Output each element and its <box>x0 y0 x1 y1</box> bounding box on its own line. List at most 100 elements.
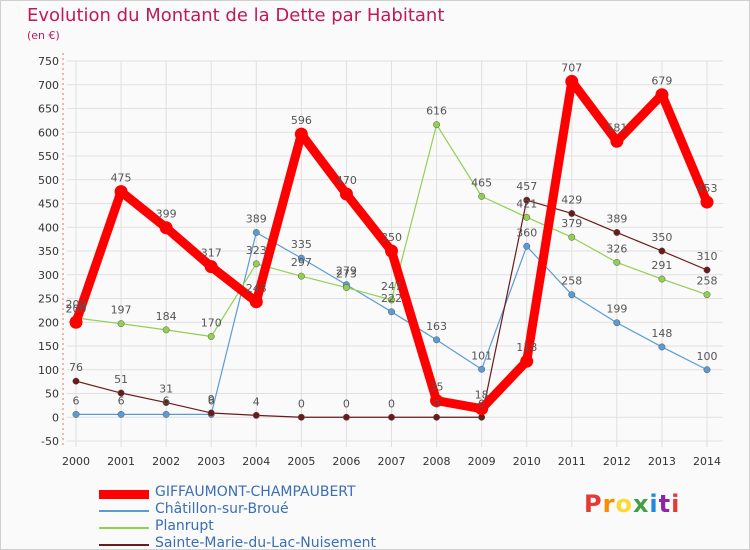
data-label: 6 <box>208 394 215 407</box>
y-tick-label: 600 <box>38 126 59 139</box>
x-tick-label: 2009 <box>468 455 496 468</box>
series-0-point <box>565 74 579 88</box>
series-2-point <box>703 291 711 299</box>
data-label: 170 <box>201 317 222 330</box>
series-1-point <box>72 410 80 418</box>
series-2-point <box>613 258 621 266</box>
data-label: 31 <box>159 383 173 396</box>
y-tick-label: 750 <box>38 55 59 68</box>
logo-letter: x <box>632 490 650 518</box>
x-tick-label: 2005 <box>287 455 315 468</box>
series-0-point <box>204 260 218 274</box>
x-tick-label: 2013 <box>648 455 676 468</box>
series-1-point <box>478 365 486 373</box>
series-1-point <box>117 410 125 418</box>
data-label: 389 <box>606 212 627 225</box>
data-label: 360 <box>516 226 537 239</box>
data-label: 616 <box>426 105 447 118</box>
y-tick-label: 150 <box>38 340 59 353</box>
legend-label: GIFFAUMONT-CHAMPAUBERT <box>155 484 356 500</box>
data-label: 310 <box>697 250 718 263</box>
data-label: 0 <box>433 397 440 410</box>
series-0-point <box>655 88 669 102</box>
data-label: 258 <box>697 275 718 288</box>
data-label: 0 <box>478 397 485 410</box>
series-3-point <box>252 411 260 419</box>
series-0-point <box>294 127 308 141</box>
y-tick-label: 500 <box>38 174 59 187</box>
data-label: 6 <box>73 394 80 407</box>
data-label: 258 <box>561 275 582 288</box>
series-0-point <box>159 221 173 235</box>
data-label: 350 <box>381 231 402 244</box>
series-0-point <box>339 187 353 201</box>
data-label: 279 <box>336 265 357 278</box>
data-label: 453 <box>697 182 718 195</box>
data-label: 326 <box>606 242 627 255</box>
logo-letter: o <box>615 490 633 518</box>
data-label: 399 <box>156 208 177 221</box>
series-3-point <box>568 210 576 217</box>
y-tick-label: 0 <box>52 411 59 424</box>
x-tick-label: 2002 <box>152 455 180 468</box>
data-label: 291 <box>651 259 672 272</box>
data-label: 247 <box>381 280 402 293</box>
y-tick-label: 400 <box>38 221 59 234</box>
data-label: 51 <box>114 373 128 386</box>
legend-label: Planrupt <box>155 518 214 534</box>
y-tick-label: 350 <box>38 245 59 258</box>
chart-unit: (en €) <box>27 29 60 42</box>
series-0-point <box>520 354 534 368</box>
series-3-point <box>658 247 666 255</box>
series-3-point <box>433 413 441 421</box>
series-2-point <box>342 284 350 292</box>
series-0-point <box>114 185 128 199</box>
data-label: 18 <box>475 389 489 402</box>
y-tick-label: 100 <box>38 364 59 377</box>
data-label: 475 <box>111 172 132 185</box>
series-3-point <box>342 413 350 421</box>
series-2-point <box>568 233 576 241</box>
data-label: 9 <box>208 393 215 406</box>
data-label: 243 <box>246 282 267 295</box>
data-label: 457 <box>516 180 537 193</box>
data-label: 0 <box>343 397 350 410</box>
data-label: 148 <box>651 327 672 340</box>
series-1-point <box>568 291 576 299</box>
y-tick-label: 50 <box>45 388 59 401</box>
legend-label: Châtillon-sur-Broué <box>155 501 289 517</box>
data-label: 199 <box>606 303 627 316</box>
x-tick-label: 2000 <box>62 455 90 468</box>
series-0-point <box>610 134 624 148</box>
x-tick-label: 2001 <box>107 455 135 468</box>
y-tick-label: 700 <box>38 79 59 92</box>
series-1-point <box>252 229 260 236</box>
series-2-point <box>252 260 260 268</box>
y-tick-label: 200 <box>38 316 59 329</box>
series-1-point <box>433 336 441 344</box>
data-label: 379 <box>561 217 582 230</box>
axis-layer: -500501001502002503003504004505005506006… <box>38 53 721 468</box>
series-0-point <box>249 295 263 309</box>
series-2-point <box>478 192 486 200</box>
logo-letter: i <box>649 490 659 518</box>
x-tick-label: 2004 <box>242 455 270 468</box>
data-label-layer: 200 475 399 317 243 596 470 350 35 18 118 707 581 679… <box>66 61 718 410</box>
proxiti-logo: Proxiti <box>584 490 680 518</box>
data-label: 470 <box>336 174 357 187</box>
data-label: 200 <box>66 302 87 315</box>
series-3-point <box>388 413 395 421</box>
series-2-point <box>523 213 531 221</box>
data-label: 421 <box>516 197 537 210</box>
data-label: 101 <box>471 349 492 362</box>
series-3-point <box>117 389 125 397</box>
x-tick-label: 2012 <box>603 455 631 468</box>
data-label: 118 <box>516 341 537 354</box>
series-0-point <box>385 244 398 258</box>
y-tick-label: 250 <box>38 293 59 306</box>
data-label: 465 <box>471 176 492 189</box>
data-label: 317 <box>201 247 222 260</box>
legend-label: Sainte-Marie-du-Lac-Nuisement <box>155 535 377 550</box>
series-3-point <box>523 196 531 204</box>
